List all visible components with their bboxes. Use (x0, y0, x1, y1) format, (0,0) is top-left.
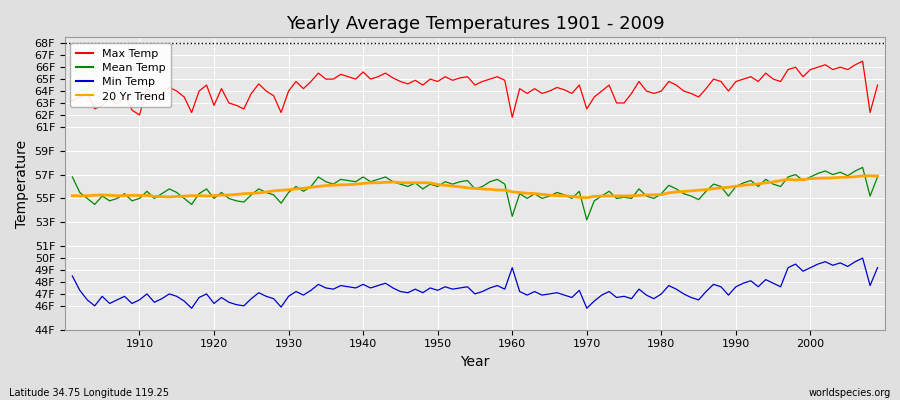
Text: Latitude 34.75 Longitude 119.25: Latitude 34.75 Longitude 119.25 (9, 388, 169, 398)
Text: worldspecies.org: worldspecies.org (809, 388, 891, 398)
Y-axis label: Temperature: Temperature (15, 140, 29, 228)
Title: Yearly Average Temperatures 1901 - 2009: Yearly Average Temperatures 1901 - 2009 (285, 15, 664, 33)
X-axis label: Year: Year (460, 355, 490, 369)
Legend: Max Temp, Mean Temp, Min Temp, 20 Yr Trend: Max Temp, Mean Temp, Min Temp, 20 Yr Tre… (70, 43, 171, 107)
